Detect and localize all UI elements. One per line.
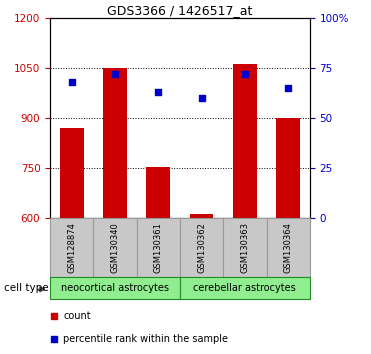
Bar	[103, 68, 127, 218]
Text: cell type: cell type	[4, 283, 48, 293]
Bar	[147, 167, 170, 218]
Point	[155, 89, 161, 95]
Text: count: count	[63, 311, 91, 321]
Text: GSM130363: GSM130363	[240, 222, 249, 273]
Point	[242, 71, 248, 76]
Bar	[137, 218, 180, 277]
Point	[198, 95, 204, 101]
Bar	[266, 218, 310, 277]
Bar	[276, 118, 300, 218]
Point	[285, 85, 291, 91]
Bar	[180, 218, 223, 277]
Bar	[60, 128, 83, 218]
Text: neocortical astrocytes: neocortical astrocytes	[61, 283, 169, 293]
Text: percentile rank within the sample: percentile rank within the sample	[63, 334, 228, 344]
Point	[112, 71, 118, 76]
Text: cerebellar astrocytes: cerebellar astrocytes	[194, 283, 296, 293]
Title: GDS3366 / 1426517_at: GDS3366 / 1426517_at	[107, 4, 253, 17]
Point	[69, 79, 75, 85]
Text: GSM130364: GSM130364	[284, 222, 293, 273]
Text: GSM130361: GSM130361	[154, 222, 163, 273]
Bar	[233, 64, 257, 218]
Bar	[223, 218, 266, 277]
Text: GSM130340: GSM130340	[111, 222, 119, 273]
Bar	[190, 215, 213, 218]
Text: GSM130362: GSM130362	[197, 222, 206, 273]
Bar	[93, 218, 137, 277]
Bar	[50, 218, 93, 277]
Text: GSM128874: GSM128874	[67, 222, 76, 273]
Bar	[50, 277, 180, 299]
Bar	[180, 277, 310, 299]
